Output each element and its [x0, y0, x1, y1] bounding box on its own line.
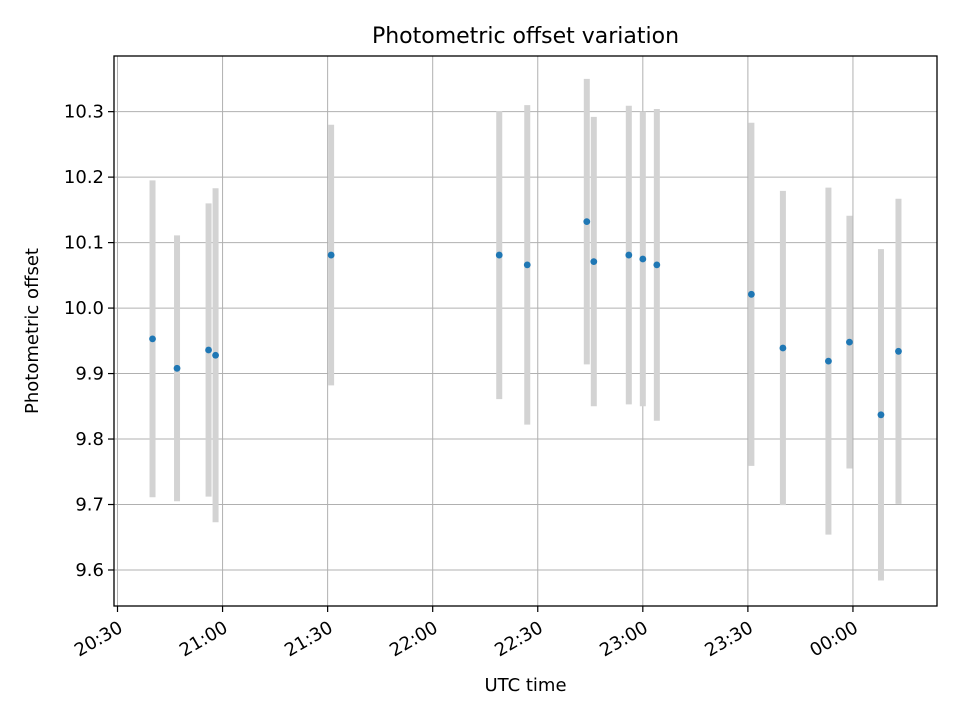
data-point [639, 255, 647, 263]
data-point [149, 335, 156, 343]
data-point [212, 351, 219, 359]
data-points [149, 218, 902, 419]
x-axis-label: UTC time [484, 675, 566, 696]
data-point [747, 290, 755, 298]
y-tick-label: 10.2 [64, 167, 104, 188]
data-point [495, 251, 503, 259]
y-tick-label: 9.9 [75, 364, 104, 385]
data-point [895, 347, 902, 355]
y-tick-label: 9.6 [75, 560, 104, 581]
y-axis-label: Photometric offset [22, 248, 43, 414]
data-point [173, 364, 181, 372]
y-tick-label: 9.8 [75, 429, 104, 450]
data-point [523, 261, 531, 269]
y-tick-label: 9.7 [75, 495, 104, 516]
data-point [653, 261, 661, 269]
data-point [327, 251, 335, 259]
data-point [825, 357, 832, 365]
y-tick-label: 10.1 [64, 233, 104, 254]
data-point [205, 346, 212, 354]
data-point [583, 218, 591, 226]
data-point [625, 251, 633, 259]
data-point [590, 258, 598, 265]
y-tick-label: 10.0 [64, 298, 104, 319]
data-point [877, 411, 885, 419]
data-point [779, 344, 787, 352]
plot-frame [113, 55, 938, 607]
data-point [846, 338, 853, 346]
y-tick-label: 10.3 [64, 102, 104, 123]
chart-title: Photometric offset variation [372, 24, 679, 49]
